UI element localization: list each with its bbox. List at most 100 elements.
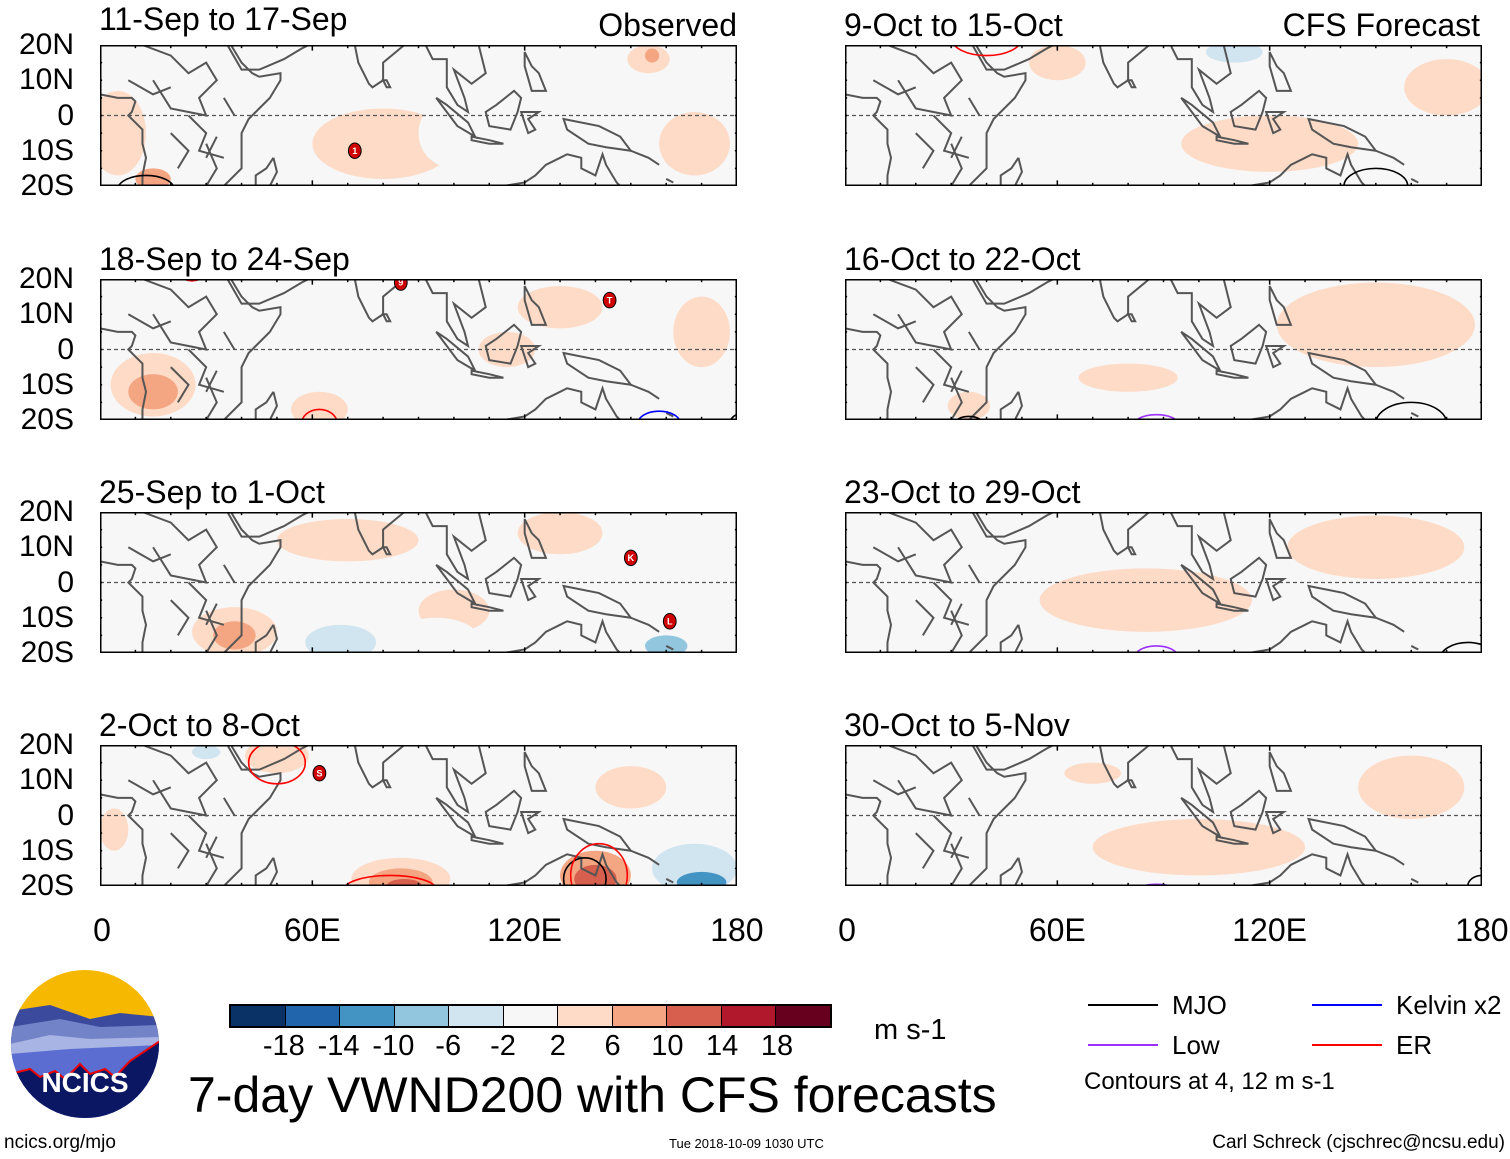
contour-mjo [1376,402,1447,420]
colorbar-label: 18 [760,1030,794,1062]
svg-text:9: 9 [398,279,403,288]
y-tick-label: 0 [57,98,74,132]
map-panel [845,45,1482,186]
y-tick-label: 10S [20,600,74,634]
panel-title: 23-Oct to 29-Oct [844,474,1081,510]
site-link[interactable]: ncics.org/mjo [4,1132,116,1153]
storm-marker-icon: T [603,292,616,308]
x-tick-label: 60E [283,912,341,948]
colorbar-swatch [340,1006,395,1026]
legend-label: Kelvin x2 [1396,990,1502,1020]
anomaly-shading [673,296,730,368]
anomaly-shading [644,635,688,653]
anomaly-shading [192,745,221,760]
anomaly-shading [1358,755,1465,820]
anomaly-shading [852,847,909,883]
colorbar-swatch [231,1006,286,1026]
colorbar-swatch [721,1006,777,1026]
contour-mjo [118,175,175,186]
svg-text:L: L [667,616,673,626]
y-tick-label: 0 [57,565,74,599]
legend-line-kelvin [1312,1004,1382,1006]
colorbar [229,1004,832,1028]
anomaly-shading [1269,755,1341,791]
y-tick-label: 10N [18,530,74,564]
svg-text:S: S [316,768,322,778]
svg-text:T: T [607,295,613,305]
anomaly-shading [1092,819,1306,876]
contour-kelvin [638,411,680,420]
x-tick-label: 60E [1028,912,1086,948]
storm-marker-icon: 9 [394,279,407,290]
anomaly-shading [393,617,479,653]
legend-label: ER [1396,1030,1433,1060]
anomaly-shading [245,745,309,774]
anomaly-shading [644,48,660,63]
legend-label: MJO [1172,990,1227,1020]
anomaly-shading [1436,157,1482,186]
contour-low [1135,646,1177,653]
y-tick-label: 10S [20,133,74,167]
y-tick-label: 10S [20,833,74,867]
contour-note: Contours at 4, 12 m s-1 [1084,1068,1335,1095]
anomaly-shading [213,621,256,650]
storm-marker-icon: S [313,765,326,781]
anomaly-shading [1276,282,1475,368]
contour-er [249,745,306,784]
anomaly-shading [1078,363,1178,392]
contour-er [344,875,436,886]
y-tick-label: 20S [20,636,74,669]
colorbar-label: 14 [706,1030,739,1062]
storm-marker-icon: K [624,550,637,566]
x-tick-label: 0 [93,912,111,948]
colorbar-label: 10 [651,1030,684,1062]
x-tick-label: 180 [710,912,764,948]
y-tick-label: 20N [18,728,74,761]
anomaly-shading [1205,45,1263,63]
anomaly-shading [1191,87,1263,116]
anomaly-shading [845,150,884,186]
svg-text:K: K [628,553,635,563]
y-tick-label: 0 [57,798,74,832]
y-tick-label: 10S [20,367,74,401]
anomaly-shading [1404,59,1482,116]
map-panel [845,512,1482,653]
colorbar-swatch [558,1006,613,1026]
contour-er [302,409,337,420]
contour-low [1135,884,1177,886]
colorbar-swatch [285,1006,341,1026]
y-tick-label: 20S [20,403,74,436]
contour-mjo [1440,642,1482,653]
anomaly-shading [552,90,624,141]
logo-text: NCICS [41,1067,128,1098]
anomaly-shading [163,752,249,809]
map-panel: 1 [100,45,737,186]
anomaly-shading [887,356,945,413]
anomaly-shading [1029,45,1086,81]
anomaly-shading [312,108,454,179]
panel-title: 18-Sep to 24-Sep [99,241,350,277]
colorbar-swatch [667,1006,722,1026]
contour-er [571,844,628,886]
panel-title: 16-Oct to 22-Oct [844,241,1081,277]
forecast-label: CFS Forecast [1282,7,1480,43]
anomaly-shading [146,836,231,879]
colorbar-swatch [394,1006,450,1026]
svg-text:1: 1 [352,146,357,156]
y-tick-label: 20N [18,495,74,528]
anomaly-shading [135,519,207,576]
anomaly-shading [947,391,991,420]
timestamp: Tue 2018-10-09 1030 UTC [669,1136,824,1151]
author-credit: Carl Schreck (cjschrec@ncsu.edu) [1212,1132,1505,1153]
anomaly-shading [659,111,730,176]
anomaly-shading [276,519,419,562]
storm-marker-icon: L [663,614,676,630]
anomaly-shading [1039,568,1252,632]
legend-label: Low [1172,1030,1220,1060]
anomaly-shading [1163,512,1235,537]
anomaly-shading [305,624,377,653]
x-tick-label: 120E [1232,912,1307,948]
map-panel [845,279,1482,420]
